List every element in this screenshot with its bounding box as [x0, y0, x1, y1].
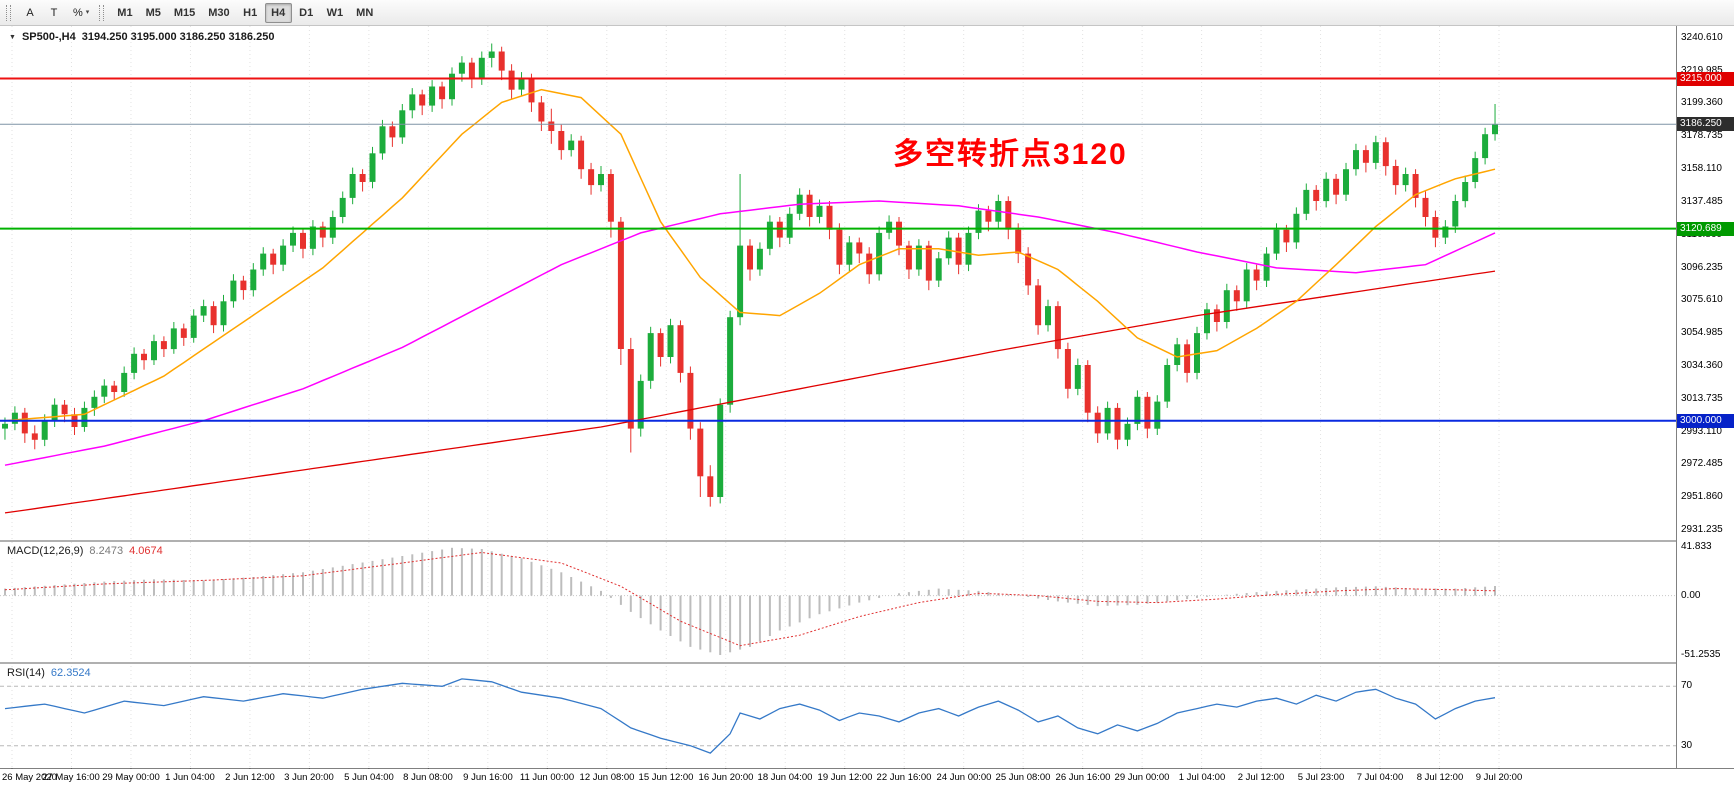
time-axis-label: 26 May 2020	[2, 772, 57, 783]
ma-slow-line	[4, 270, 1496, 514]
macd-axis-label: -51.2535	[1681, 649, 1721, 660]
time-axis-label: 25 Jun 08:00	[995, 772, 1051, 783]
price-axis-label: 3054.985	[1681, 327, 1723, 338]
price-axis-label: 3158.110	[1681, 163, 1722, 174]
time-axis-label: 2 Jul 12:00	[1237, 772, 1285, 783]
main-toolbar: A T % ▾ M1 M5 M15 M30 H1 H4 D1 W1 MN	[0, 0, 1734, 26]
timeframe-toolbar: M1 M5 M15 M30 H1 H4 D1 W1 MN	[111, 2, 379, 23]
time-axis-label: 29 May 00:00	[102, 772, 160, 783]
tool-t-button[interactable]: T	[42, 3, 66, 23]
time-axis-label: 5 Jul 23:00	[1297, 772, 1345, 783]
price-axis-label: 2951.860	[1681, 491, 1723, 502]
time-axis-label: 7 Jul 04:00	[1356, 772, 1404, 783]
timeframe-button-d1[interactable]: D1	[293, 3, 320, 23]
timeframe-button-h1[interactable]: H1	[237, 3, 264, 23]
price-axis-label: 3013.735	[1681, 393, 1723, 404]
rsi-axis-label: 30	[1681, 740, 1693, 751]
macd-axis-label: 0.00	[1681, 590, 1701, 601]
time-axis-label: 9 Jul 20:00	[1475, 772, 1523, 783]
rsi-axis-label: 70	[1681, 680, 1693, 691]
rsi-value: 62.3524	[50, 667, 91, 679]
price-axis-label: 3199.360	[1681, 97, 1723, 108]
candlestick-series	[2, 43, 1498, 507]
timeframe-button-mn[interactable]: MN	[350, 3, 379, 23]
timeframe-button-h4[interactable]: H4	[264, 2, 292, 23]
panel-separator[interactable]	[0, 540, 1734, 542]
rsi-line	[4, 678, 1496, 754]
macd-signal-line	[4, 551, 1496, 647]
rsi-indicator-label: RSI(14) 62.3524	[7, 667, 91, 679]
time-axis-label: 8 Jul 12:00	[1416, 772, 1464, 783]
rsi-name: RSI(14)	[7, 667, 45, 679]
time-axis-label: 15 Jun 12:00	[638, 772, 694, 783]
macd-axis-label: 41.833	[1681, 541, 1712, 552]
price-axis-label: 3178.735	[1681, 130, 1723, 141]
time-axis-label: 27 May 16:00	[42, 772, 100, 783]
time-axis-label: 8 Jun 08:00	[403, 772, 453, 783]
time-axis[interactable]: 26 May 2020 27 May 16:00 29 May 00:00 1 Jun…	[0, 769, 1734, 791]
ma-fast-line	[4, 88, 1496, 422]
toolbar-grip[interactable]	[99, 4, 105, 21]
price-badge-3186.250: 3186.250	[1677, 117, 1734, 131]
time-axis-label: 26 Jun 16:00	[1055, 772, 1111, 783]
price-axis-label: 3137.485	[1681, 196, 1723, 207]
price-axis-label: 3219.985	[1681, 65, 1723, 76]
symbol-period-label: SP500-,H4	[21, 31, 76, 43]
time-axis-label: 12 Jun 08:00	[579, 772, 635, 783]
price-badge-3000.000: 3000.000	[1677, 414, 1734, 428]
price-axis-label: 2972.485	[1681, 458, 1723, 469]
price-badge-3120.689: 3120.689	[1677, 222, 1734, 236]
time-axis-label: 9 Jun 16:00	[463, 772, 513, 783]
price-axis-label: 2931.235	[1681, 524, 1723, 535]
macd-name: MACD(12,26,9)	[7, 545, 84, 557]
time-axis-label: 22 Jun 16:00	[876, 772, 932, 783]
timeframe-button-m1[interactable]: M1	[111, 3, 138, 23]
macd-value-main: 8.2473	[89, 545, 124, 557]
price-axis-label: 2993.110	[1681, 426, 1722, 437]
caret-down-icon: ▾	[85, 9, 90, 16]
macd-indicator-label: MACD(12,26,9) 8.2473 4.0674	[7, 545, 163, 557]
macd-value-signal: 4.0674	[129, 545, 163, 557]
time-axis-label: 18 Jun 04:00	[757, 772, 813, 783]
tool-percent-button[interactable]: % ▾	[66, 3, 96, 23]
macd-histogram	[4, 547, 1496, 655]
tool-a-button[interactable]: A	[18, 3, 42, 23]
time-axis-label: 19 Jun 12:00	[817, 772, 873, 783]
chart-canvas[interactable]	[0, 26, 1734, 793]
time-axis-label: 5 Jun 04:00	[344, 772, 394, 783]
price-axis[interactable]: 3240.610 3219.985 3199.360 3178.735 3158.110…	[1677, 26, 1734, 768]
time-axis-label: 24 Jun 00:00	[936, 772, 992, 783]
price-badge-3215.000: 3215.000	[1677, 72, 1734, 86]
ohlc-values: 3194.250 3195.000 3186.250 3186.250	[81, 31, 275, 43]
time-axis-label: 3 Jun 20:00	[284, 772, 334, 783]
price-axis-label: 3034.360	[1681, 360, 1723, 371]
time-axis-label: 29 Jun 00:00	[1114, 772, 1170, 783]
price-axis-label: 3075.610	[1681, 294, 1723, 305]
chart-annotation-text[interactable]: 多空转折点3120	[893, 138, 1128, 171]
timeframe-button-m15[interactable]: M15	[168, 3, 201, 23]
time-axis-label: 1 Jul 04:00	[1178, 772, 1226, 783]
panel-separator[interactable]	[0, 662, 1734, 664]
price-axis-label: 3240.610	[1681, 32, 1723, 43]
toolbar-grip[interactable]	[6, 4, 11, 21]
price-axis-label: 3096.235	[1681, 262, 1723, 273]
time-axis-label: 11 Jun 00:00	[519, 772, 575, 783]
time-axis-label: 1 Jun 04:00	[165, 772, 215, 783]
timeframe-button-m30[interactable]: M30	[202, 3, 235, 23]
one-click-trading-arrow-icon[interactable]: ▼	[9, 33, 16, 41]
time-axis-label: 2 Jun 12:00	[225, 772, 275, 783]
timeframe-button-w1[interactable]: W1	[321, 3, 350, 23]
timeframe-button-m5[interactable]: M5	[140, 3, 167, 23]
tool-percent-label: %	[73, 6, 83, 19]
time-axis-label: 16 Jun 20:00	[698, 772, 754, 783]
ma-mid-line	[4, 200, 1496, 466]
chart-title: ▼ SP500-,H4 3194.250 3195.000 3186.250 3…	[9, 31, 274, 43]
